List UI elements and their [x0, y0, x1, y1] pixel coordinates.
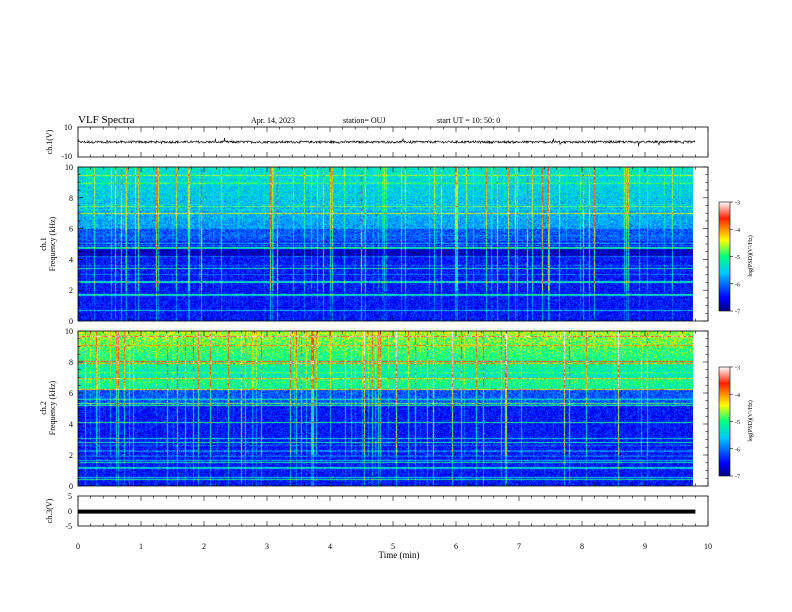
- x-tick-label: 6: [454, 542, 458, 551]
- ch1-waveform-trace: [77, 137, 696, 147]
- ch1-colorbar: [718, 201, 731, 312]
- ch1-ytick-bottom: -10: [61, 152, 72, 161]
- x-tick-label: 8: [580, 542, 584, 551]
- ch2-spectrogram-ylabel-frequency: Frequency (kHz): [48, 380, 57, 435]
- x-tick-label: 4: [328, 542, 332, 551]
- colorbar-tick-label: -5: [735, 420, 740, 426]
- x-tick-label: 5: [391, 542, 395, 551]
- colorbar-tick-label: -6: [735, 447, 740, 453]
- x-tick-label: 2: [202, 542, 206, 551]
- time-axis-label: Time (min): [379, 550, 420, 560]
- freq-tick-label: 10: [65, 327, 73, 336]
- ch1-ytick-top: 10: [64, 123, 72, 132]
- time-axis: 0 1 2 3 4 5 6 7 8 9 10: [76, 127, 712, 551]
- x-tick-label: 9: [643, 542, 647, 551]
- colorbar-tick-label: -6: [735, 282, 740, 288]
- colorbar-tick-label: -7: [735, 475, 740, 481]
- freq-tick-label: 2: [69, 451, 73, 460]
- colorbar-tick-label: -5: [735, 255, 740, 261]
- ch2-colorbar: [718, 366, 731, 477]
- colorbar-tick-label: -3: [735, 366, 740, 372]
- freq-tick-label: 8: [69, 194, 73, 203]
- freq-tick-label: 0: [69, 482, 73, 491]
- freq-tick-label: 10: [65, 163, 73, 172]
- colorbar-tick-label: -3: [735, 201, 740, 207]
- x-tick-label: 7: [517, 542, 521, 551]
- ch1-spectrogram-image: [78, 167, 693, 321]
- freq-tick-label: 4: [69, 255, 73, 264]
- colorbar-tick-label: -4: [735, 228, 740, 234]
- x-tick-label: 1: [139, 542, 143, 551]
- ch2-colorbar-label: log(PSD)(V²/Hz): [747, 400, 754, 441]
- ch3-waveform-ylabel: ch.3(V): [45, 498, 54, 523]
- station-label: station= OUJ: [343, 116, 386, 125]
- ch3-waveform-trace: [78, 509, 696, 514]
- start-ut-label: start UT = 10: 50: 0: [437, 116, 500, 125]
- freq-tick-label: 6: [69, 389, 73, 398]
- x-tick-label: 3: [265, 542, 269, 551]
- ch3-ytick-middle: 0: [68, 507, 72, 516]
- freq-tick-label: 2: [69, 286, 73, 295]
- freq-tick-label: 0: [69, 317, 73, 326]
- ch1-waveform-panel: 10 -10 ch.1(V): [45, 123, 709, 161]
- figure-title: VLF Spectra: [78, 114, 135, 126]
- ch1-colorbar-label: log(PSD)(V²/Hz): [747, 235, 754, 276]
- colorbar-tick-label: -7: [735, 310, 740, 316]
- ch2-spectrogram-ylabel-channel: ch.2: [39, 401, 48, 415]
- colorbar-tick-label: -4: [735, 393, 740, 399]
- ch1-spectrogram-ylabel-frequency: Frequency (kHz): [48, 216, 57, 271]
- freq-tick-label: 8: [69, 358, 73, 367]
- ch2-spectrogram-image: [78, 331, 693, 486]
- x-tick-label: 10: [704, 542, 712, 551]
- date-label: Apr. 14, 2023: [251, 116, 295, 125]
- freq-tick-label: 4: [69, 420, 73, 429]
- ch3-ytick-bottom: -5: [65, 522, 72, 531]
- freq-tick-label: 6: [69, 225, 73, 234]
- ch1-waveform-ylabel: ch.1(V): [45, 129, 54, 154]
- ch1-spectrogram-ylabel-channel: ch.1: [39, 237, 48, 251]
- ch3-waveform-panel: 5 0 -5 ch.3(V): [45, 492, 709, 531]
- x-tick-label: 0: [76, 542, 80, 551]
- ch3-ytick-top: 5: [68, 492, 72, 501]
